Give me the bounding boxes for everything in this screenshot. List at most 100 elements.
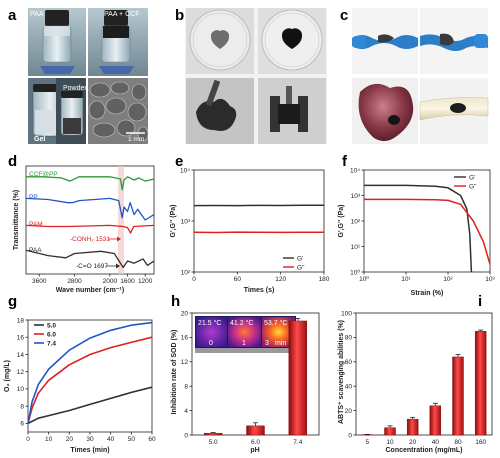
panel-a: PAA PAA + CCF Gel Powder 1 mm a [8,7,149,144]
x-tick-label: 180 [319,276,330,283]
vial-cap [45,10,69,26]
y-tick-label: 10⁴ [180,167,190,174]
y-axis-label-i: ABTS⁺ scavenging abilities (%) [338,320,345,424]
panel-g: 0 10 20 30 40 50 60 6 8 10 12 14 16 18 5.0 6.0 7.4 Ti… [4,293,156,454]
panel-letter-e: e [175,153,183,170]
panel-letter-f: f [342,153,348,170]
panel-d: CCF@PP PP PAM PAA -CONH₂ 1531 -C=O 1697 … [8,153,155,294]
label-powder: Powder [63,85,87,92]
y-tick-label: 18 [17,317,25,324]
panel-letter-b: b [175,7,184,24]
x-tick-label: 0 [26,436,30,443]
x-tick-label: 120 [275,276,286,283]
legend-gprime-f: G' [469,175,475,182]
legend-ph-60: 6.0 [47,332,56,339]
plot-frame-d [25,165,155,275]
y-tick-label: 0 [184,432,188,439]
y-tick-label: 8 [20,403,24,410]
annotation-conh2: -CONH₂ 1531 [70,236,110,243]
x-tick-label: 20 [66,436,74,443]
y-tick-label: 80 [345,335,353,342]
y-tick-label: 10³ [181,218,191,225]
y-tick-label: 6 [20,421,24,428]
panel-letter-d: d [8,153,17,170]
x-tick-label: 10 [386,439,394,446]
label-pam: PAM [29,221,43,228]
x-tick-label: 40 [107,436,115,443]
thermal-temp-0: 21.5 °C [198,319,221,327]
x-axis-label-d: Wave number (cm⁻¹) [56,287,124,294]
panel-i: 5 10 20 40 80 160 0 20 40 60 80 100 Concentration (… [338,293,493,454]
y-tick-label: 10² [351,218,361,225]
x-tick-label: 1600 [120,278,135,285]
x-tick-label: 160 [475,439,486,446]
y-tick-label: 16 [17,335,25,342]
y-tick-label: 10² [181,269,191,276]
thermal-image-1 [228,317,261,347]
highlight-band [118,166,124,274]
legend-gprime: G' [297,256,303,263]
y-tick-label: 8 [184,384,188,391]
x-tick-label: 60 [234,276,242,283]
sod-bars [203,318,308,436]
ticks-h: 5.0 6.0 7.4 0 4 8 12 16 20 [181,310,303,446]
ticks-i: 5 10 20 40 80 160 0 20 40 60 80 100 [341,310,486,446]
y-axis-label-g: O₂ (mg/L) [4,360,11,392]
thermal-temp-2: 53.7 °C [264,319,287,327]
label-paa-ccf: PAA + CCF [104,11,139,18]
y-tick-label: 10⁴ [350,167,360,174]
x-axis-label-g: Times (min) [70,447,109,454]
line-gprime-f [364,184,473,273]
label-pp: PP [29,194,38,201]
x-tick-label: 50 [128,436,136,443]
y-axis-label-e: G',G'' (Pa) [170,205,177,238]
line-ph-74 [27,321,153,424]
x-tick-label: 3600 [32,278,47,285]
thermal-image-0 [196,317,227,347]
plot-frame-e [193,169,325,273]
x-tick-label: 2800 [67,278,82,285]
panel-f: 10⁰ 10¹ 10² 10³ 10⁰ 10¹ 10² 10³ 10⁴ G' G'' Strai… [338,153,496,297]
y-tick-label: 100 [341,310,352,317]
y-tick-label: 60 [345,359,353,366]
sod-bar-60 [246,425,265,436]
panel-letter-h: h [171,293,180,310]
y-tick-label: 0 [348,432,352,439]
annotation-co: -C=O 1697 [76,263,108,270]
oxygen-lines [27,321,153,425]
y-tick-label: 12 [17,369,25,376]
y-tick-label: 40 [345,384,353,391]
x-tick-label: 20 [409,439,417,446]
plot-frame-i [355,312,493,436]
label-paa: PAA [30,11,44,18]
sod-bar-50 [203,432,223,436]
x-tick-label: 10³ [485,276,495,283]
y-tick-label: 10³ [351,193,361,200]
y-tick-label: 14 [17,352,25,359]
thermal-temp-1: 41.2 °C [230,319,253,327]
x-tick-label: 10 [45,436,53,443]
spectrum-pp [25,197,155,221]
x-tick-label: 7.4 [293,439,302,446]
x-axis-label-i: Concentration (mg/mL) [386,447,463,454]
y-tick-label: 10¹ [351,244,361,251]
abts-bar-40 [429,405,442,436]
thermal-time-0: 0 [209,340,213,347]
thermal-inset: 21.5 °C 41.2 °C 53.7 °C 0 1 3 min [195,316,296,353]
thermal-time-1: 1 [242,340,246,347]
ticks-e: 0 60 120 180 10² 10³ 10⁴ [180,167,330,283]
sod-bar-74 [288,320,308,436]
legend-g: 5.0 6.0 7.4 [34,323,56,348]
x-axis-label-f: Strain (%) [411,290,444,297]
panel-h: 21.5 °C 41.2 °C 53.7 °C 0 1 3 min 5.0 6.0… [171,293,320,454]
x-tick-label: 5 [366,439,370,446]
modulus-lines-f [364,184,491,273]
x-tick-label: 0 [192,276,196,283]
vial-cap [104,10,128,26]
legend-e: G' G'' [283,256,305,272]
ticks-f: 10⁰ 10¹ 10² 10³ 10⁰ 10¹ 10² 10³ 10⁴ [350,167,496,283]
x-tick-label: 10¹ [401,276,411,283]
y-tick-label: 20 [345,408,353,415]
abts-bars [361,329,487,436]
y-tick-label: 20 [181,310,189,317]
